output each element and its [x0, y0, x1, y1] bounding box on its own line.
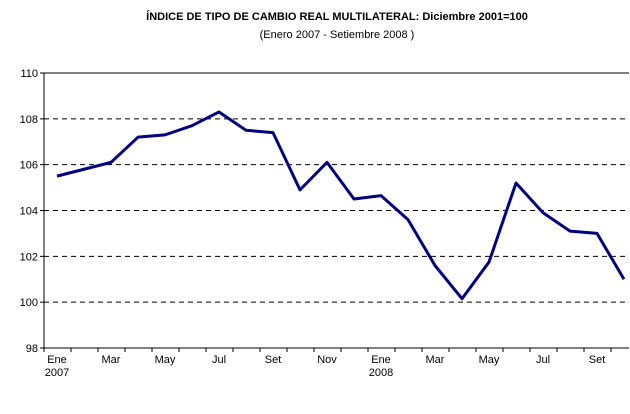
x-tick-label: Jul [536, 354, 550, 366]
y-tick-label: 102 [20, 251, 38, 263]
x-tick-label: Jul [212, 354, 226, 366]
x-tick-label: Ene 2008 [369, 354, 393, 379]
chart-title: ÍNDICE DE TIPO DE CAMBIO REAL MULTILATER… [146, 10, 528, 23]
x-tick-label: Set [265, 354, 282, 366]
y-tick-label: 106 [20, 160, 38, 172]
y-tick-label: 98 [26, 343, 38, 355]
x-tick-label: Mar [426, 354, 445, 366]
x-tick-label: Ene 2007 [45, 354, 69, 379]
y-tick-label: 104 [20, 206, 38, 218]
x-tick-label: Nov [317, 354, 337, 366]
line [56, 110, 626, 301]
y-tick-label: 108 [20, 114, 38, 126]
x-tick-label: May [155, 354, 176, 366]
chart-subtitle: (Enero 2007 - Setiembre 2008 ) [260, 29, 415, 41]
x-tick-label: Mar [102, 354, 121, 366]
y-tick-label: 110 [20, 68, 38, 80]
x-tick-label: Set [589, 354, 606, 366]
y-tick-label: 100 [20, 297, 38, 309]
x-tick-label: May [479, 354, 500, 366]
